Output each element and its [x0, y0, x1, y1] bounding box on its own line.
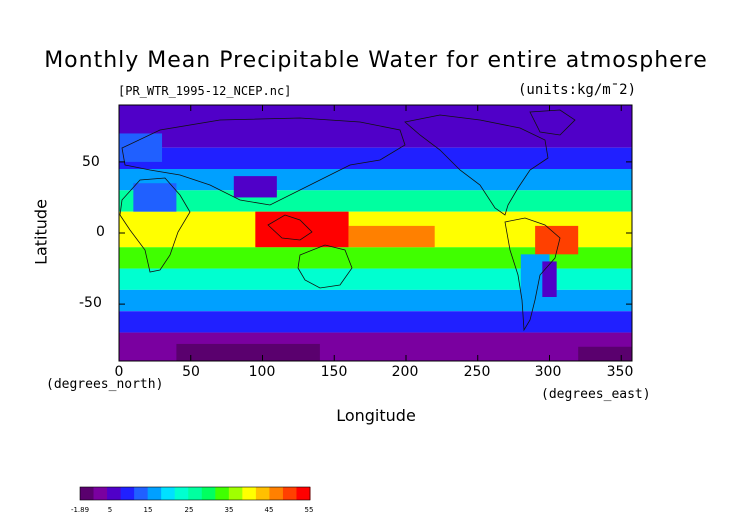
x-tick-label: 0 — [114, 364, 124, 380]
heatmap-band — [119, 289, 632, 312]
colorbar-swatch — [107, 487, 122, 500]
colorbar-label: 25 — [184, 506, 194, 514]
x-tick-marks — [118, 105, 622, 361]
australia-outline — [297, 244, 353, 289]
colorbar-swatch — [228, 487, 243, 500]
continent-outlines — [119, 109, 576, 332]
heatmap-band — [119, 268, 632, 290]
colorbar-label: 35 — [224, 506, 234, 514]
colorbar-swatch — [255, 487, 270, 500]
heatmap-band — [119, 169, 632, 191]
colorbar-label: 55 — [304, 506, 314, 514]
heatmap-region — [291, 221, 335, 241]
colorbar-swatch — [174, 487, 189, 500]
colorbar-label: -1.89 — [70, 506, 90, 514]
x-tick-label: 250 — [463, 364, 491, 380]
x-tick-label: 350 — [606, 364, 634, 380]
colorbar-swatch — [134, 487, 149, 500]
colorbar-swatch — [147, 487, 162, 500]
heatmap-region — [119, 133, 163, 162]
heatmap-band — [119, 147, 632, 169]
africa-outline — [119, 177, 191, 273]
x-axis-label: Longitude — [336, 406, 416, 425]
heatmap-region — [348, 225, 435, 248]
y-tick-marks — [119, 161, 632, 305]
x-tick-label: 50 — [182, 364, 200, 380]
heatmap-region — [535, 225, 579, 255]
source-filename: [PR_WTR_1995-12_NCEP.nc] — [118, 84, 292, 98]
colorbar-label: 5 — [107, 506, 113, 514]
units-label: (units:kg/m¯2) — [518, 82, 637, 98]
colorbar-label: 15 — [143, 506, 153, 514]
colorbar-swatch — [269, 487, 284, 500]
south-america-outline — [504, 217, 561, 332]
colorbar — [79, 486, 311, 501]
y-tick-label: -50 — [79, 295, 102, 311]
heatmap-layer — [119, 105, 632, 361]
heatmap-band — [119, 190, 632, 212]
colorbar-swatch — [215, 487, 230, 500]
colorbar-swatch — [188, 487, 203, 500]
y-axis-unit: (degrees_north) — [46, 377, 164, 392]
heatmap-region — [133, 183, 177, 212]
colorbar-swatch — [93, 487, 108, 500]
heatmap-region — [578, 346, 632, 361]
greenland-outline — [529, 109, 576, 136]
colorbar-swatch — [242, 487, 257, 500]
chart-title: Monthly Mean Precipitable Water for enti… — [44, 48, 708, 73]
heatmap-region — [542, 261, 557, 297]
y-tick-label: 0 — [96, 224, 105, 240]
x-tick-label: 150 — [320, 364, 348, 380]
colorbar-swatch — [80, 487, 95, 500]
colorbar-frame — [79, 486, 311, 501]
x-tick-label: 200 — [391, 364, 419, 380]
colorbar-swatch — [120, 487, 135, 500]
x-axis-unit: (degrees_east) — [541, 387, 651, 402]
heatmap-band — [119, 247, 632, 269]
eurasia-outline — [121, 117, 406, 206]
maritime-continent-outline — [267, 214, 313, 241]
x-tick-label: 100 — [248, 364, 276, 380]
heatmap-band — [119, 311, 632, 333]
y-tick-label: 50 — [82, 154, 100, 170]
heatmap-band — [119, 105, 632, 148]
colorbar-swatch — [201, 487, 216, 500]
colorbar-label: 45 — [264, 506, 274, 514]
colorbar-swatch — [282, 487, 297, 500]
colorbar-swatch — [296, 487, 311, 500]
north-america-outline — [404, 114, 549, 216]
heatmap-region — [233, 176, 277, 198]
x-tick-label: 300 — [534, 364, 562, 380]
heatmap-region — [176, 343, 320, 361]
colorbar-swatch — [161, 487, 176, 500]
